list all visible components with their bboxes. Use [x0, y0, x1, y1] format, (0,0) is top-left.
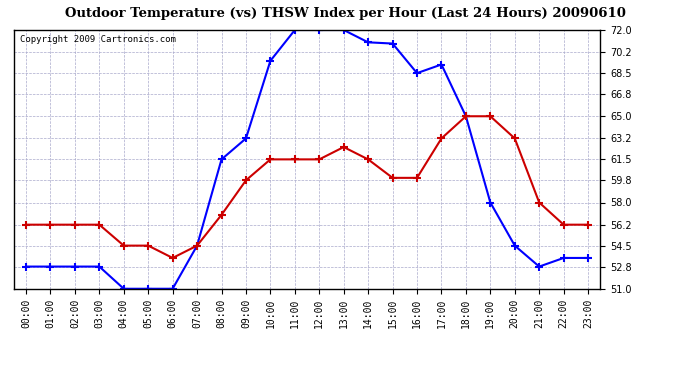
Text: Copyright 2009 Cartronics.com: Copyright 2009 Cartronics.com — [19, 35, 175, 44]
Text: Outdoor Temperature (vs) THSW Index per Hour (Last 24 Hours) 20090610: Outdoor Temperature (vs) THSW Index per … — [65, 8, 625, 21]
